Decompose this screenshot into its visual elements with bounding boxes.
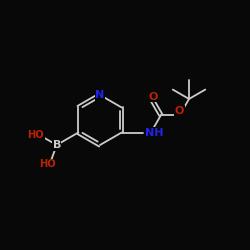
Text: HO: HO [28, 130, 44, 140]
Text: O: O [148, 92, 158, 102]
Text: B: B [52, 140, 61, 150]
Text: NH: NH [145, 128, 164, 138]
Text: O: O [175, 106, 184, 116]
Text: N: N [96, 90, 104, 100]
Text: HO: HO [39, 159, 56, 169]
